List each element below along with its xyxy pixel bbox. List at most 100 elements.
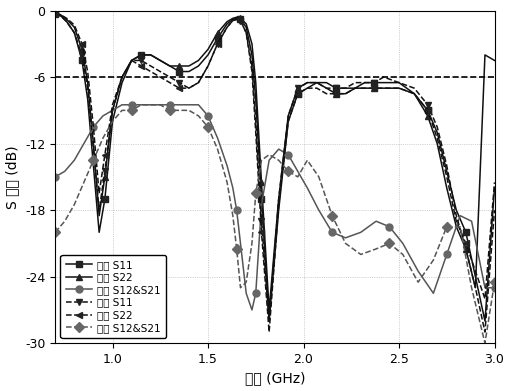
测试 S12&S21 bbox=[430, 258, 436, 262]
仿真 S11 bbox=[462, 230, 468, 235]
仿真 S12&S21 bbox=[195, 102, 201, 107]
仿真 S12&S21 bbox=[176, 102, 182, 107]
测试 S12&S21 bbox=[237, 285, 243, 290]
仿真 S12&S21 bbox=[430, 291, 436, 296]
Line: 测试 S12&S21: 测试 S12&S21 bbox=[51, 101, 497, 347]
测试 S12&S21 bbox=[285, 169, 291, 174]
测试 S12&S21 bbox=[205, 125, 211, 129]
仿真 S12&S21 bbox=[109, 108, 116, 113]
仿真 S12&S21 bbox=[157, 102, 163, 107]
仿真 S12&S21 bbox=[148, 102, 154, 107]
仿真 S12&S21 bbox=[230, 186, 236, 190]
仿真 S12&S21 bbox=[205, 113, 211, 118]
仿真 S12&S21 bbox=[243, 291, 249, 296]
测试 S12&S21 bbox=[148, 102, 154, 107]
测试 S12&S21 bbox=[304, 158, 310, 163]
仿真 S12&S21 bbox=[166, 102, 173, 107]
仿真 S12&S21 bbox=[80, 141, 87, 146]
仿真 S12&S21 bbox=[90, 125, 96, 129]
测试 S12&S21 bbox=[414, 280, 420, 285]
仿真 S12&S21 bbox=[414, 269, 420, 273]
仿真 S12&S21 bbox=[138, 102, 144, 107]
测试 S12&S21 bbox=[443, 224, 449, 229]
测试 S12&S21 bbox=[342, 241, 348, 246]
仿真 S12&S21 bbox=[372, 219, 378, 224]
测试 S12&S21 bbox=[456, 224, 462, 229]
仿真 S11 bbox=[313, 80, 319, 85]
仿真 S11 bbox=[195, 64, 201, 68]
测试 S22 bbox=[294, 91, 300, 96]
仿真 S12&S21 bbox=[275, 147, 281, 151]
仿真 S12&S21 bbox=[294, 169, 300, 174]
Line: 测试 S11: 测试 S11 bbox=[51, 11, 497, 335]
仿真 S12&S21 bbox=[258, 202, 264, 207]
测试 S22 bbox=[313, 86, 319, 90]
仿真 S12&S21 bbox=[266, 158, 272, 163]
Line: 仿真 S12&S21: 仿真 S12&S21 bbox=[51, 101, 497, 313]
测试 S11 bbox=[79, 52, 85, 57]
测试 S12&S21 bbox=[119, 108, 125, 113]
测试 S22 bbox=[52, 11, 58, 15]
测试 S12&S21 bbox=[71, 202, 77, 207]
仿真 S12&S21 bbox=[62, 169, 68, 174]
测试 S11 bbox=[52, 12, 58, 16]
X-axis label: 频率 (GHz): 频率 (GHz) bbox=[244, 371, 304, 386]
测试 S12&S21 bbox=[80, 180, 87, 185]
仿真 S22 bbox=[266, 308, 272, 312]
测试 S12&S21 bbox=[214, 147, 220, 151]
测试 S12&S21 bbox=[294, 174, 300, 179]
仿真 S12&S21 bbox=[128, 102, 134, 107]
仿真 S12&S21 bbox=[468, 219, 474, 224]
仿真 S12&S21 bbox=[357, 230, 363, 235]
仿真 S11 bbox=[294, 91, 300, 96]
测试 S12&S21 bbox=[62, 219, 68, 224]
测试 S12&S21 bbox=[233, 247, 239, 251]
测试 S12&S21 bbox=[128, 108, 134, 113]
测试 S12&S21 bbox=[315, 174, 321, 179]
测试 S22 bbox=[79, 41, 85, 46]
仿真 S12&S21 bbox=[285, 152, 291, 157]
仿真 S12&S21 bbox=[315, 208, 321, 212]
仿真 S11 bbox=[266, 319, 272, 323]
测试 S11 bbox=[481, 330, 487, 334]
测试 S11 bbox=[285, 113, 291, 118]
仿真 S12&S21 bbox=[342, 235, 348, 240]
测试 S12&S21 bbox=[248, 241, 254, 246]
仿真 S12&S21 bbox=[399, 241, 405, 246]
测试 S11 bbox=[237, 18, 243, 23]
仿真 S12&S21 bbox=[456, 213, 462, 218]
测试 S11 bbox=[491, 208, 497, 212]
仿真 S12&S21 bbox=[481, 285, 487, 290]
测试 S11 bbox=[195, 80, 201, 85]
测试 S12&S21 bbox=[52, 230, 58, 235]
测试 S12&S21 bbox=[252, 191, 258, 196]
仿真 S12&S21 bbox=[443, 252, 449, 257]
仿真 S12&S21 bbox=[71, 158, 77, 163]
仿真 S12&S21 bbox=[223, 163, 230, 168]
仿真 S22 bbox=[237, 16, 243, 21]
测试 S12&S21 bbox=[230, 213, 236, 218]
仿真 S22 bbox=[79, 47, 85, 52]
测试 S12&S21 bbox=[100, 136, 106, 140]
仿真 S12&S21 bbox=[100, 113, 106, 118]
仿真 S22 bbox=[313, 80, 319, 85]
仿真 S22 bbox=[52, 11, 58, 15]
测试 S12&S21 bbox=[372, 247, 378, 251]
仿真 S12&S21 bbox=[386, 224, 392, 229]
测试 S12&S21 bbox=[491, 280, 497, 285]
测试 S12&S21 bbox=[258, 158, 264, 163]
测试 S12&S21 bbox=[481, 341, 487, 346]
测试 S12&S21 bbox=[90, 158, 96, 163]
Line: 测试 S22: 测试 S22 bbox=[51, 9, 497, 335]
测试 S22 bbox=[266, 330, 272, 334]
Line: 仿真 S11: 仿真 S11 bbox=[51, 11, 497, 325]
测试 S12&S21 bbox=[223, 180, 230, 185]
测试 S22 bbox=[462, 241, 468, 246]
Legend: 仿真 S11, 仿真 S22, 仿真 S12&S21, 测试 S11, 测试 S22, 测试 S12&S21: 仿真 S11, 仿真 S22, 仿真 S12&S21, 测试 S11, 测试 S… bbox=[60, 255, 165, 338]
测试 S12&S21 bbox=[275, 158, 281, 163]
仿真 S22 bbox=[294, 86, 300, 90]
测试 S12&S21 bbox=[399, 252, 405, 257]
仿真 S12&S21 bbox=[237, 241, 243, 246]
Y-axis label: S 参数 (dB): S 参数 (dB) bbox=[6, 145, 19, 209]
测试 S12&S21 bbox=[266, 152, 272, 157]
